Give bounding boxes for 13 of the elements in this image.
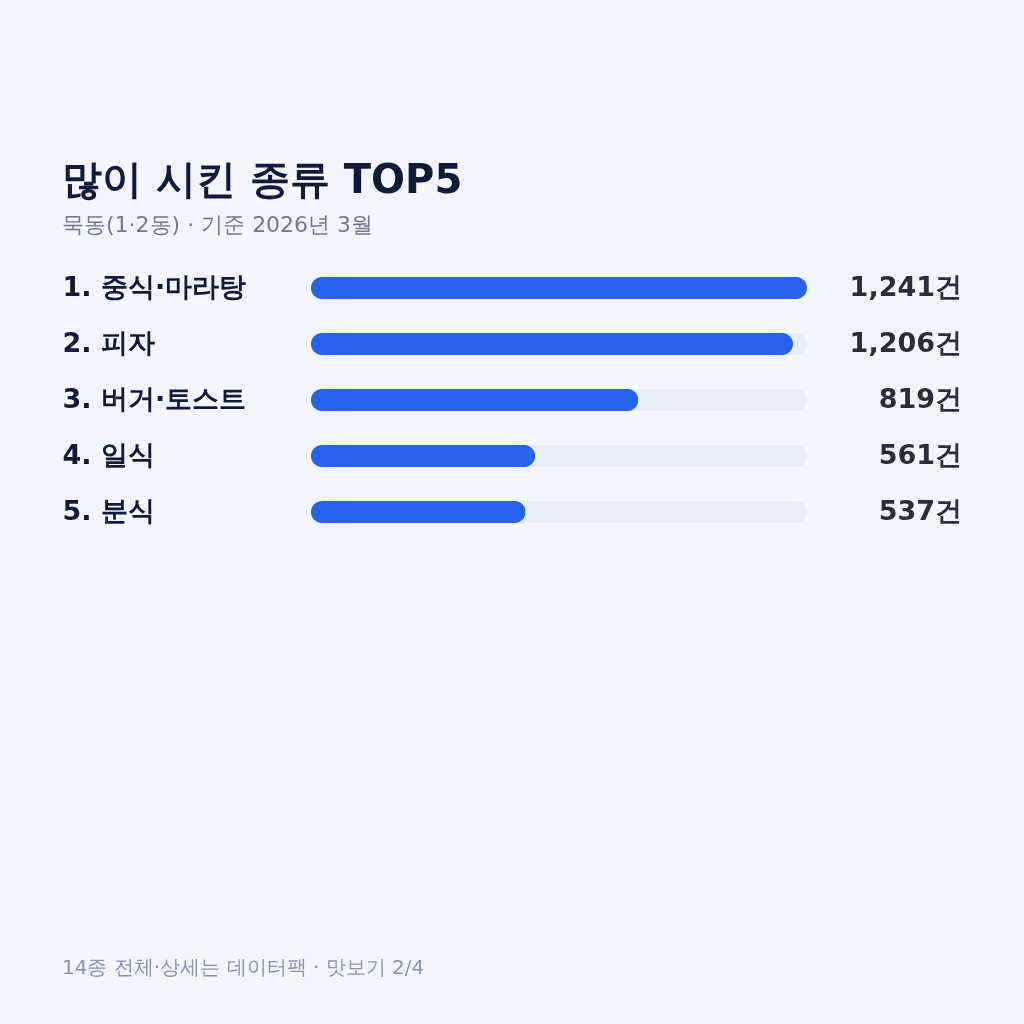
chart-subtitle: 묵동(1·2동) · 기준 2026년 3월 [62,212,374,237]
y-tick-label: 2. 피자 [62,327,155,358]
y-tick-label: 4. 일식 [62,439,155,470]
chart-title: 많이 시킨 종류 TOP5 [62,156,463,202]
y-tick-label: 1. 중식·마라탕 [62,271,247,302]
data-label: 819건 [878,383,962,414]
data-label: 537건 [878,495,962,526]
y-tick-label: 5. 분식 [62,495,155,526]
data-label: 1,206건 [849,327,962,358]
data-label: 1,241건 [849,271,962,302]
y-tick-label: 3. 버거·토스트 [62,383,247,414]
text: 14종 전체·상세는 데이터팩 · 맛보기 2/4 [62,955,425,979]
data-label: 561건 [878,439,962,470]
